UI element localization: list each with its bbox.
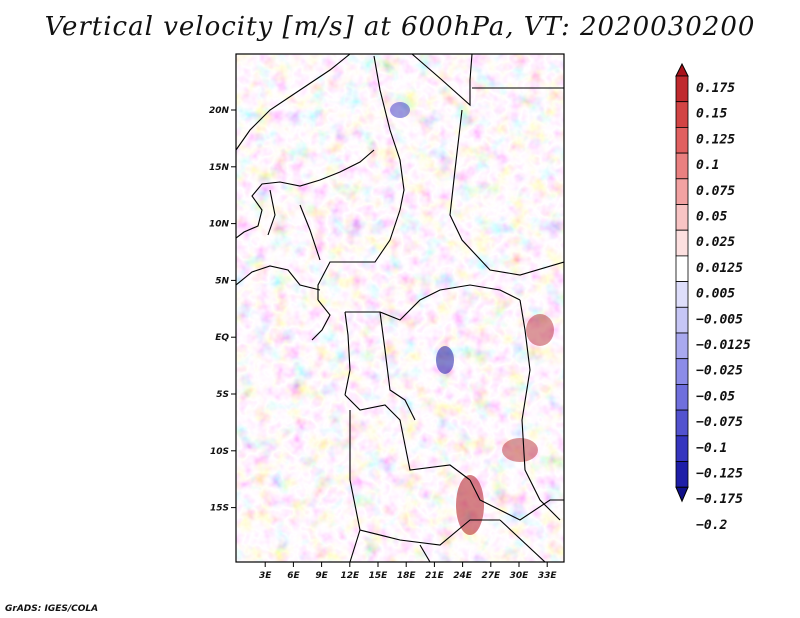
colorbar-label: −0.005 [696,312,743,327]
colorbar-label: 0.05 [696,210,727,225]
y-tick-label: 20N [209,106,230,116]
country-borders [236,54,564,562]
colorbar-label: 0.075 [696,184,735,199]
x-tick-label: 6E [287,571,300,581]
x-tick-label: 9E [315,571,328,581]
velocity-field [236,54,564,562]
colorbar-segment [675,383,689,411]
colorbar-segment [675,178,689,205]
colorbar-segment [675,75,689,103]
chart-title: Vertical velocity [m/s] at 600hPa, VT: 2… [44,12,756,42]
colorbar-label: −0.075 [696,415,743,430]
colorbar-segment [675,306,689,334]
colorbar-segment [675,204,689,231]
map-frame [235,53,565,563]
axes: 3E 6E 9E 12E 15E 18E 21E 24E 27E 30E 33E 20N 15N 10N 5… [209,106,557,581]
colorbar-label: −0.05 [696,389,735,404]
colorbar-label: 0.15 [696,107,727,122]
y-tick-label: 10S [210,447,229,457]
colorbar: 0.175 0.15 0.125 0.1 0.075 0.05 0.025 0.0125 0.0… [675,62,751,533]
colorbar-segment [675,409,689,437]
colorbar-bottom-arrow [675,486,689,503]
x-tick-label: 30E [510,571,530,581]
x-tick-label: 33E [538,571,558,581]
colorbar-label: −0.125 [696,467,743,482]
colorbar-label: −0.175 [696,492,743,507]
colorbar-segment [675,461,689,488]
colorbar-label: 0.025 [696,235,735,250]
x-tick-label: 27E [481,571,501,581]
y-tick-label: 5N [215,276,229,286]
x-tick-label: 3E [259,571,272,581]
colorbar-label: 0.175 [696,81,735,96]
map-area [235,53,565,563]
colorbar-segment [675,255,689,282]
y-tick-label: EQ [215,333,229,343]
colorbar-segment [675,152,689,180]
colorbar-segment [675,332,689,360]
x-tick-label: 12E [340,571,360,581]
colorbar-segment [675,281,689,308]
x-tick-label: 15E [369,571,389,581]
colorbar-segment [675,127,689,154]
colorbar-segment [675,435,689,462]
colorbar-segment [675,229,689,257]
colorbar-label: 0.0125 [696,261,743,276]
colorbar-label: −0.0125 [696,338,751,353]
y-tick-label: 5S [216,390,229,400]
y-tick-label: 15S [210,504,229,514]
colorbar-segment [675,101,689,128]
y-tick-label: 10N [209,220,230,230]
x-tick-label: 24E [453,571,473,581]
y-tick-label: 15N [209,163,230,173]
x-tick-label: 18E [397,571,417,581]
colorbar-label: 0.1 [696,158,719,173]
colorbar-label: −0.1 [696,441,727,456]
colorbar-top-arrow [675,62,689,77]
colorbar-label: 0.125 [696,132,735,147]
colorbar-label: 0.005 [696,287,735,302]
colorbar-segment [675,358,689,385]
x-tick-label: 21E [425,571,445,581]
colorbar-label: −0.025 [696,364,743,379]
grads-credit: GrADS: IGES/COLA [5,604,99,614]
colorbar-label: −0.2 [696,518,727,533]
intense-patches [390,102,554,535]
